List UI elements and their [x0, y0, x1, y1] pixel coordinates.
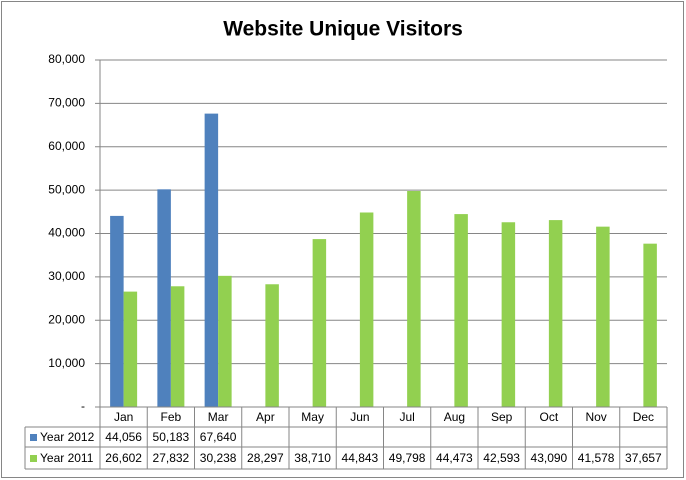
table-value: 38,710 — [294, 451, 331, 465]
x-tick-label: Nov — [585, 410, 606, 424]
bar — [454, 214, 468, 407]
table-value: 37,657 — [625, 451, 662, 465]
x-tick-label: Mar — [208, 410, 229, 424]
bar — [265, 284, 279, 407]
bar — [359, 212, 374, 407]
table-value: 26,602 — [105, 451, 142, 465]
bar — [123, 291, 138, 407]
x-tick-label: Aug — [444, 410, 465, 424]
bar — [204, 113, 219, 407]
legend-label: Year 2011 — [40, 451, 94, 465]
x-tick-label: Jun — [350, 410, 369, 424]
table-value: 50,183 — [153, 430, 190, 444]
x-tick-label: May — [301, 410, 324, 424]
x-tick-label: Dec — [633, 410, 654, 424]
x-tick-label: Apr — [256, 410, 275, 424]
bar — [407, 191, 421, 407]
table-value: 44,843 — [342, 451, 379, 465]
table-value: 67,640 — [200, 430, 237, 444]
x-tick-label: Sep — [491, 410, 513, 424]
table-value: 27,832 — [153, 451, 190, 465]
table-value: 30,238 — [200, 451, 237, 465]
bar — [643, 243, 657, 407]
table-value: 44,473 — [436, 451, 473, 465]
chart-title: Website Unique Visitors — [223, 18, 463, 41]
y-tick-label: 70,000 — [48, 96, 85, 110]
y-tick-label: 60,000 — [48, 139, 85, 153]
table-value: 44,056 — [105, 430, 142, 444]
bar — [596, 226, 610, 407]
bar — [501, 222, 516, 407]
bar — [170, 286, 185, 407]
y-tick-label: 50,000 — [48, 182, 85, 196]
table-value: 28,297 — [247, 451, 284, 465]
table-value: 42,593 — [483, 451, 520, 465]
bar — [157, 189, 171, 407]
legend-swatch — [30, 455, 37, 462]
x-tick-label: Jan — [114, 410, 133, 424]
y-tick-label: 10,000 — [48, 356, 85, 370]
table-value: 49,798 — [389, 451, 426, 465]
y-tick-label: - — [81, 399, 85, 413]
legend-label: Year 2012 — [40, 430, 95, 444]
x-tick-label: Feb — [161, 410, 182, 424]
bar — [110, 215, 124, 407]
legend-swatch — [30, 434, 37, 441]
table-value: 43,090 — [531, 451, 568, 465]
y-tick-label: 80,000 — [48, 52, 85, 66]
y-tick-label: 20,000 — [48, 312, 85, 326]
y-tick-label: 30,000 — [48, 269, 85, 283]
bar — [312, 239, 327, 407]
x-tick-label: Oct — [540, 410, 559, 424]
y-tick-label: 40,000 — [48, 226, 85, 240]
table-value: 41,578 — [578, 451, 615, 465]
bar — [548, 220, 563, 407]
bar — [218, 275, 232, 407]
x-tick-label: Jul — [399, 410, 414, 424]
